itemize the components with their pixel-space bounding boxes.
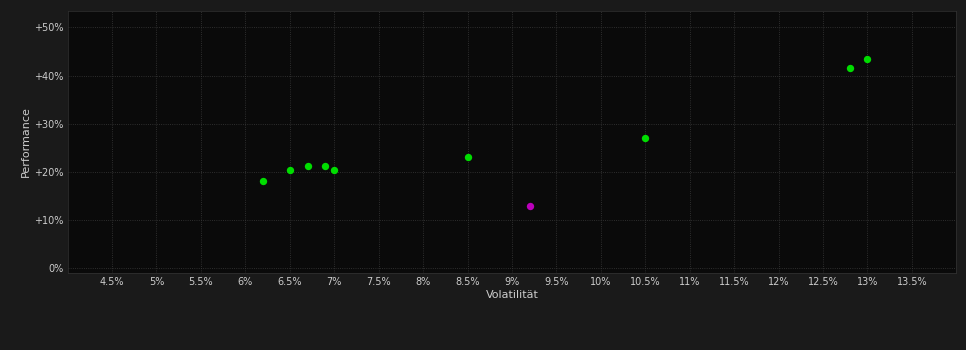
Point <box>299 163 315 169</box>
Point <box>842 65 858 71</box>
Point <box>318 163 333 168</box>
X-axis label: Volatilität: Volatilität <box>486 290 538 300</box>
Point <box>522 203 537 208</box>
Point <box>860 56 875 62</box>
Point <box>460 154 475 160</box>
Point <box>327 168 342 173</box>
Point <box>638 135 653 141</box>
Y-axis label: Performance: Performance <box>21 106 31 177</box>
Point <box>282 168 298 173</box>
Point <box>255 178 270 183</box>
